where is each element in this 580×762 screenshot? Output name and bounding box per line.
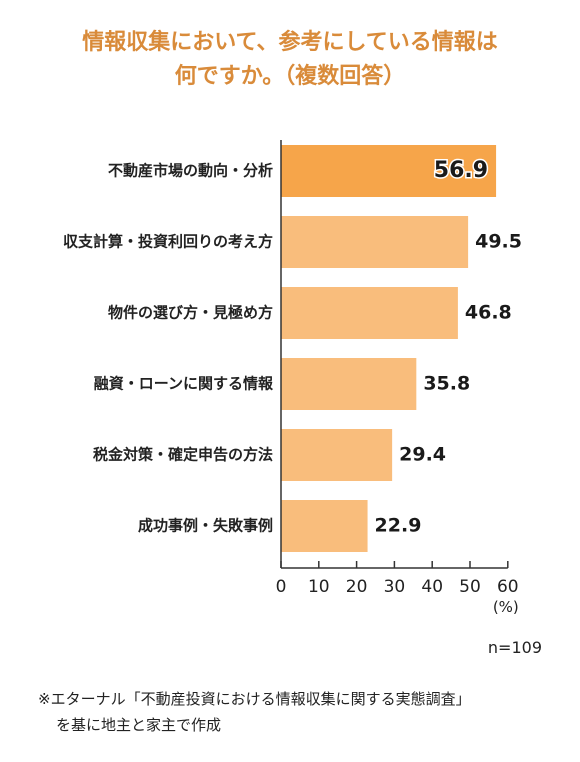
category-label: 不動産市場の動向・分析 [108, 162, 273, 180]
bar [281, 216, 469, 268]
category-label: 物件の選び方・見極め方 [108, 304, 273, 322]
source-note: ※エターナル「不動産投資における情報収集に関する実態調査」 を基に地主と家主で作… [38, 686, 471, 738]
x-tick-label: 20 [346, 577, 368, 597]
category-label: 融資・ローンに関する情報 [94, 375, 274, 393]
bar [281, 287, 458, 339]
x-tick-label: 0 [276, 577, 287, 597]
x-tick-label: 50 [459, 577, 481, 597]
data-label: 49.5 [475, 231, 522, 253]
category-label: 成功事例・失敗事例 [138, 517, 273, 535]
chart-title-line-2: 何ですか。（複数回答） [174, 64, 406, 89]
bar [281, 500, 368, 552]
data-label: 35.8 [423, 373, 470, 395]
category-label: 収支計算・投資利回りの考え方 [63, 233, 273, 251]
data-label: 29.4 [399, 444, 446, 466]
data-label: 46.8 [465, 302, 512, 324]
sample-size: n=109 [487, 638, 542, 657]
x-tick-label: 10 [308, 577, 330, 597]
chart-title-line-1: 情報収集において、参考にしている情報は [82, 30, 498, 55]
source-note-line-1: ※エターナル「不動産投資における情報収集に関する実態調査」 [38, 690, 471, 708]
bar [281, 429, 393, 481]
x-tick-label: 60 [497, 577, 519, 597]
x-tick-label: 30 [384, 577, 406, 597]
source-note-line-2: を基に地主と家主で作成 [56, 716, 222, 734]
bar [281, 145, 497, 197]
data-label: 22.9 [375, 515, 422, 537]
bar [281, 358, 417, 410]
category-label: 税金対策・確定申告の方法 [93, 446, 273, 464]
x-tick-label: 40 [421, 577, 443, 597]
data-label: 56.9 [434, 158, 488, 183]
x-unit-label: (%) [493, 598, 519, 616]
chart-title: 情報収集において、参考にしている情報は 何ですか。（複数回答） [0, 26, 580, 94]
